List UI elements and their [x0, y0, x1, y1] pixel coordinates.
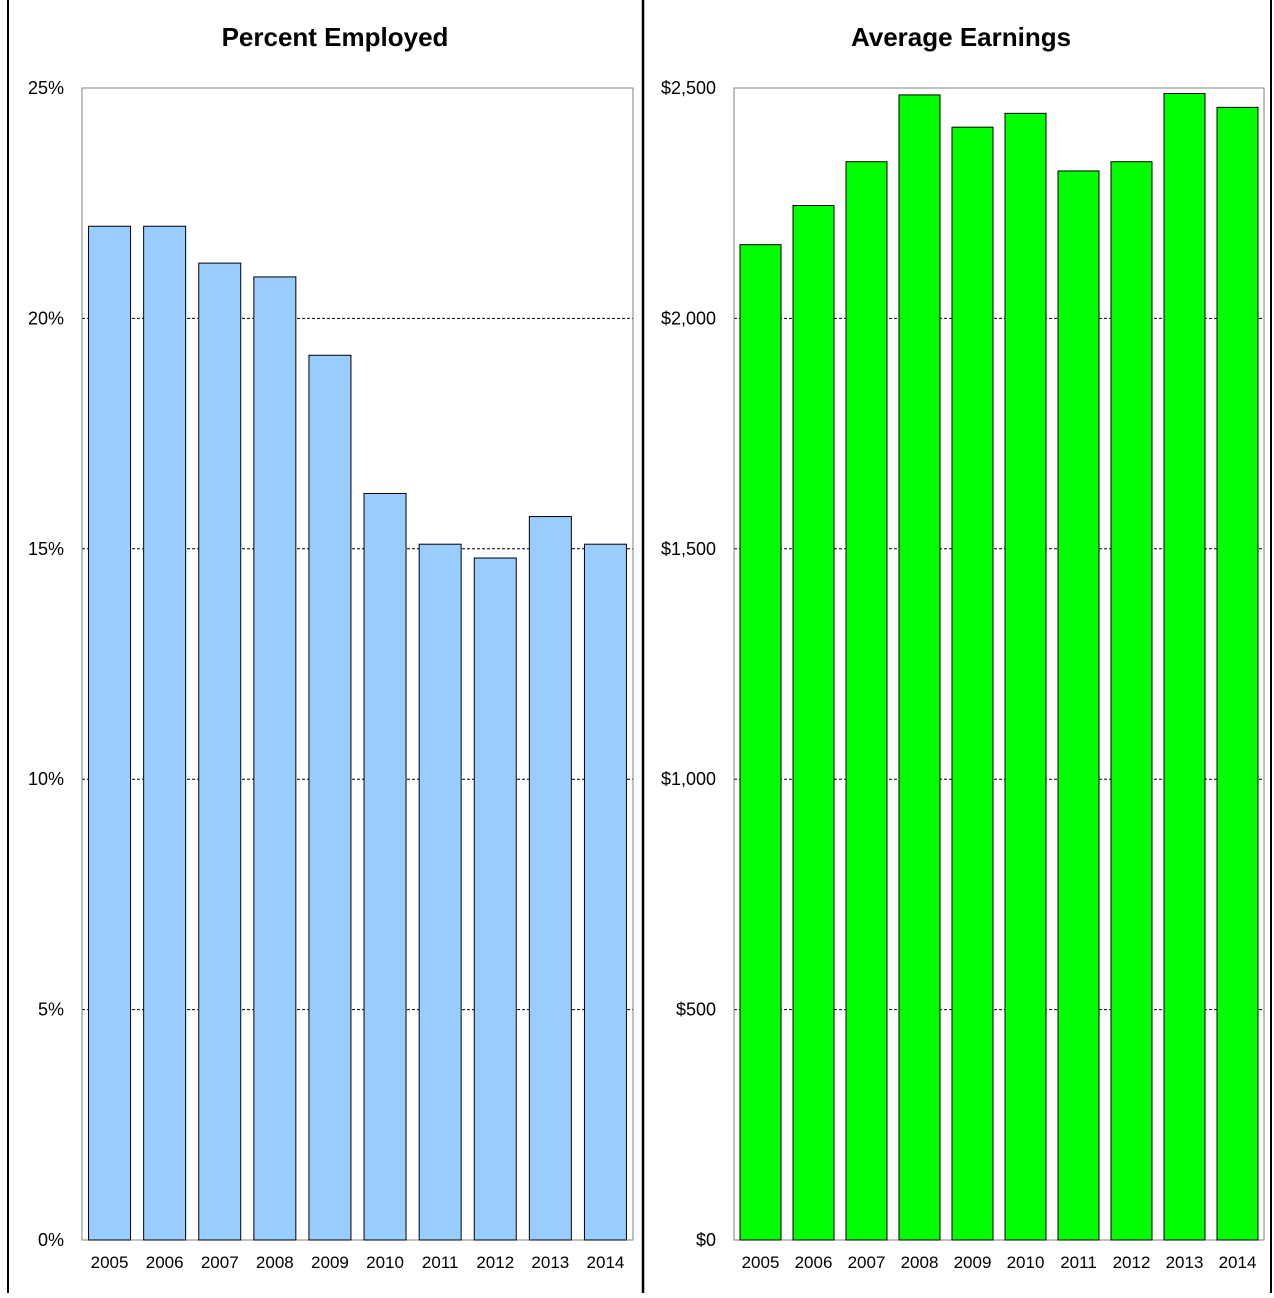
bar	[528, 516, 572, 1241]
y-tick-label: 0%	[38, 1230, 64, 1250]
x-tick-label: 2006	[146, 1253, 184, 1272]
bar	[1163, 93, 1206, 1241]
x-tick-label: 2007	[201, 1253, 239, 1272]
y-tick-label: $500	[676, 1000, 716, 1020]
x-tick-label: 2008	[901, 1253, 939, 1272]
x-tick-label: 2010	[366, 1253, 404, 1272]
y-tick-label: 5%	[38, 1000, 64, 1020]
bar	[1110, 161, 1153, 1241]
y-tick-label: 20%	[28, 308, 64, 328]
x-tick-label: 2013	[531, 1253, 569, 1272]
bars	[88, 225, 627, 1241]
plot-area-border	[81, 87, 634, 1241]
y-tick-label: $2,500	[661, 78, 716, 98]
x-tick-label: 2010	[1007, 1253, 1045, 1272]
x-tick-label: 2011	[422, 1253, 459, 1272]
y-tick-label: 15%	[28, 539, 64, 559]
x-tick-label: 2005	[91, 1253, 129, 1272]
x-tick-label: 2007	[848, 1253, 886, 1272]
x-tick-label: 2012	[1113, 1253, 1151, 1272]
bar	[1004, 112, 1047, 1241]
y-tick-label: 25%	[28, 78, 64, 98]
x-tick-label: 2009	[311, 1253, 349, 1272]
x-axis-ticks: 2005 2006 2007 2008 2009 2010 2011 2012 2013 2014	[742, 1253, 1257, 1272]
x-tick-label: 2014	[1219, 1253, 1257, 1272]
plot-area-border	[733, 87, 1265, 1241]
bar	[308, 354, 352, 1241]
chart-title: Average Earnings	[851, 22, 1071, 52]
bar	[143, 225, 187, 1241]
percent-employed-panel: Percent Employed 0%5%10%15%20%25% 2005 20…	[28, 22, 634, 1272]
bar	[253, 276, 297, 1241]
y-tick-label: $0	[696, 1230, 716, 1250]
y-axis-ticks: 0% 5% 10% 15% 20% 25%	[28, 78, 64, 1250]
bar	[898, 94, 941, 1241]
bar	[739, 244, 782, 1241]
x-tick-label: 2008	[256, 1253, 294, 1272]
bar	[951, 126, 994, 1241]
x-tick-label: 2011	[1060, 1253, 1097, 1272]
bar	[1216, 106, 1259, 1241]
x-tick-label: 2012	[476, 1253, 514, 1272]
bar	[198, 262, 242, 1241]
bar	[845, 161, 888, 1241]
y-axis-ticks: $0 $500 $1,000 $1,500 $2,000 $2,500	[661, 78, 716, 1250]
y-tick-label: 10%	[28, 769, 64, 789]
x-tick-label: 2013	[1166, 1253, 1204, 1272]
x-tick-label: 2014	[587, 1253, 625, 1272]
bar	[1057, 170, 1100, 1241]
y-tick-label: $1,500	[661, 539, 716, 559]
x-tick-label: 2006	[795, 1253, 833, 1272]
chart-title: Percent Employed	[222, 22, 449, 52]
average-earnings-panel: Average Earnings $0 $500 $1,000 $1,500 $2,00…	[661, 22, 1265, 1272]
bar	[792, 205, 835, 1241]
bar	[363, 493, 407, 1241]
x-tick-label: 2005	[742, 1253, 780, 1272]
x-tick-label: 2009	[954, 1253, 992, 1272]
y-tick-label: $2,000	[661, 308, 716, 328]
bar	[418, 543, 462, 1241]
bar	[583, 543, 627, 1241]
bar	[88, 225, 132, 1241]
bar	[473, 557, 517, 1241]
x-axis-ticks: 2005 2006 2007 2008 2009 2010 2011 2012 2013 2014	[91, 1253, 625, 1272]
y-tick-label: $1,000	[661, 769, 716, 789]
bars	[739, 93, 1259, 1241]
